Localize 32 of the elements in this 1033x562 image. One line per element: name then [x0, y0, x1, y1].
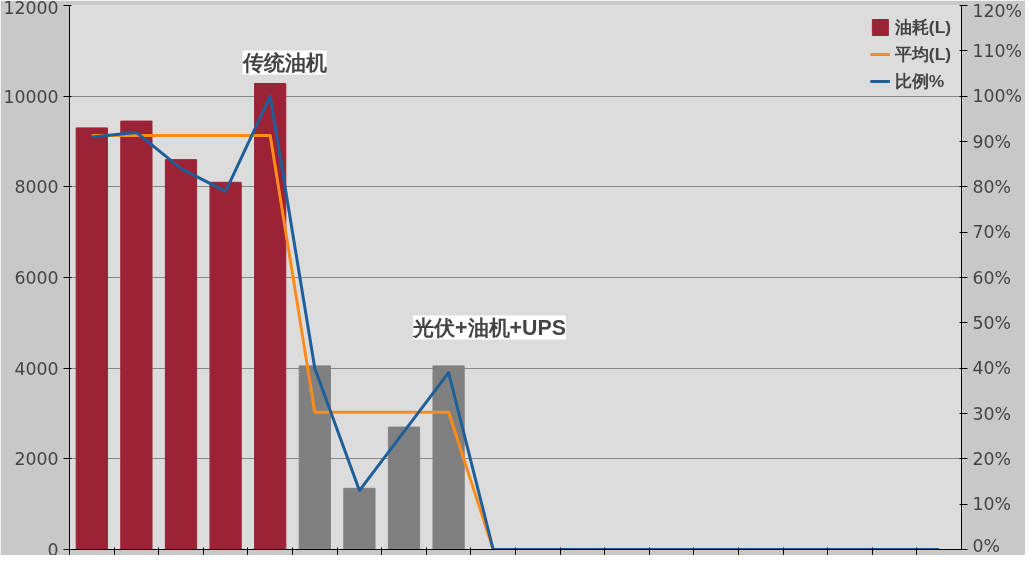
y2-tick-label: 110% — [972, 40, 1023, 61]
annotation: 传统油机 — [241, 50, 327, 75]
bar — [254, 82, 287, 550]
y2-tick-label: 90% — [972, 131, 1012, 152]
y-tick-label: 6000 — [14, 268, 59, 288]
bar — [75, 127, 108, 550]
y-tick-label: 0 — [47, 539, 59, 560]
y2-tick-label: 60% — [972, 267, 1012, 288]
y2-tick-label: 80% — [972, 176, 1012, 197]
bar — [120, 120, 153, 550]
y2-tick-label: 40% — [972, 358, 1012, 379]
y-tick-label: 2000 — [14, 449, 59, 470]
y2-tick-label: 70% — [972, 222, 1012, 243]
y2-tick-label: 50% — [972, 312, 1012, 333]
line-series — [90, 94, 941, 550]
y-tick-label: 4000 — [14, 358, 59, 379]
y2-tick-label: 100% — [972, 86, 1023, 107]
y2-tick-label: 10% — [972, 494, 1012, 515]
y-tick-label: 12000 — [3, 0, 59, 18]
y-tick-label: 10000 — [3, 86, 59, 107]
legend-label: 比例% — [894, 70, 945, 93]
bar — [343, 487, 376, 550]
legend-label: 平均(L) — [894, 43, 951, 66]
y-tick-label: 8000 — [14, 177, 59, 198]
legend-label: 油耗(L) — [894, 16, 951, 39]
y2-tick-label: 0% — [972, 535, 1000, 556]
y2-tick-label: 30% — [972, 403, 1012, 424]
bar — [209, 181, 242, 550]
bar — [164, 159, 198, 550]
y2-tick-label: 20% — [972, 448, 1012, 469]
annotation: 光伏+油机+UPS — [412, 315, 566, 340]
y2-tick-label: 120% — [972, 0, 1023, 21]
